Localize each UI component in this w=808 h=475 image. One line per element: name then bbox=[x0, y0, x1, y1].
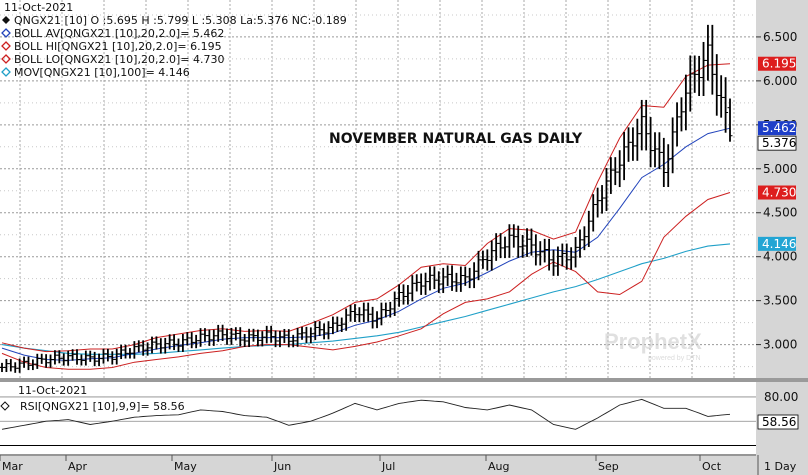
rsi-date: 11-Oct-2021 bbox=[18, 384, 87, 397]
period-label: 1 Day bbox=[764, 460, 797, 473]
legend-marker-icon bbox=[1, 41, 11, 51]
price-tick-label: 4.000 bbox=[763, 250, 797, 264]
price-bars bbox=[0, 24, 733, 373]
legend-marker-icon bbox=[1, 67, 11, 77]
price-badge-label: 6.195 bbox=[762, 57, 796, 71]
legend-marker-icon bbox=[1, 54, 11, 64]
chart-title: NOVEMBER NATURAL GAS DAILY bbox=[329, 131, 583, 147]
legend-item: BOLL AV[QNGX21 [10],20,2.0]= 5.462 bbox=[14, 27, 224, 40]
price-tick-label: 4.500 bbox=[763, 206, 797, 220]
price-tick-label: 3.500 bbox=[763, 294, 797, 308]
month-label: Jun bbox=[273, 460, 291, 473]
price-tick-label: 6.000 bbox=[763, 74, 797, 88]
price-badge-label: 4.730 bbox=[762, 186, 796, 200]
watermark-brand: ProphetX bbox=[604, 329, 702, 354]
price-badge-label: 5.462 bbox=[762, 121, 796, 135]
series-mov-100 bbox=[1, 243, 731, 355]
time-axis-bg bbox=[0, 454, 808, 475]
rsi-tick-label: 80.00 bbox=[764, 390, 798, 404]
watermark-sub: powered by DTN bbox=[648, 355, 701, 362]
prophetx-watermark: ProphetX powered by DTN bbox=[604, 329, 702, 362]
rsi-line bbox=[1, 398, 731, 430]
main-series bbox=[1, 63, 731, 370]
header-date: 11-Oct-2021 bbox=[4, 1, 73, 14]
legend-marker-icon bbox=[1, 28, 11, 38]
quote-diamond-icon bbox=[2, 16, 10, 24]
price-badge bbox=[757, 135, 797, 151]
month-label: Oct bbox=[702, 460, 722, 473]
month-label: Jul bbox=[381, 460, 395, 473]
svg-text:58.56: 58.56 bbox=[762, 415, 796, 429]
legend-item: BOLL HI[QNGX21 [10],20,2.0]= 6.195 bbox=[14, 40, 222, 53]
price-badge bbox=[758, 185, 796, 200]
price-badge bbox=[758, 56, 796, 71]
main-plot-area bbox=[0, 0, 756, 378]
legend-item: MOV[QNGX21 [10],100]= 4.146 bbox=[14, 66, 190, 79]
rsi-diamond-icon bbox=[0, 401, 10, 411]
rsi-badge: 58.56 bbox=[757, 414, 799, 430]
rsi-plot-area bbox=[0, 382, 756, 454]
price-badge-label: 5.376 bbox=[762, 136, 796, 150]
month-label: Mar bbox=[2, 460, 23, 473]
main-grid bbox=[0, 0, 756, 378]
price-badge-label: 4.146 bbox=[762, 237, 796, 251]
header-quote: QNGX21 [10] O :5.695 H :5.799 L :5.308 L… bbox=[14, 14, 347, 27]
month-label: Apr bbox=[68, 460, 88, 473]
price-badge bbox=[758, 236, 796, 251]
month-label: May bbox=[174, 460, 197, 473]
rsi-grid bbox=[0, 396, 756, 447]
price-tick-label: 3.000 bbox=[763, 338, 797, 352]
month-label: Sep bbox=[598, 460, 619, 473]
price-tick-label: 6.500 bbox=[763, 30, 797, 44]
month-label: Aug bbox=[488, 460, 509, 473]
price-tick-label: 5.000 bbox=[763, 162, 797, 176]
legend-item: BOLL LO[QNGX21 [10],20,2.0]= 4.730 bbox=[14, 53, 224, 66]
series-boll-hi bbox=[1, 63, 731, 353]
panel-separator bbox=[0, 378, 808, 382]
rsi-legend: RSI[QNGX21 [10],9,9]= 58.56 bbox=[20, 400, 185, 413]
series-boll-av bbox=[1, 127, 731, 361]
time-axis: Mar Apr May Jun Jul Aug Sep Oct bbox=[0, 455, 722, 473]
series-boll-lo bbox=[1, 192, 731, 370]
legend: 11-Oct-2021 QNGX21 [10] O :5.695 H :5.79… bbox=[1, 1, 347, 79]
price-badge bbox=[758, 121, 796, 136]
